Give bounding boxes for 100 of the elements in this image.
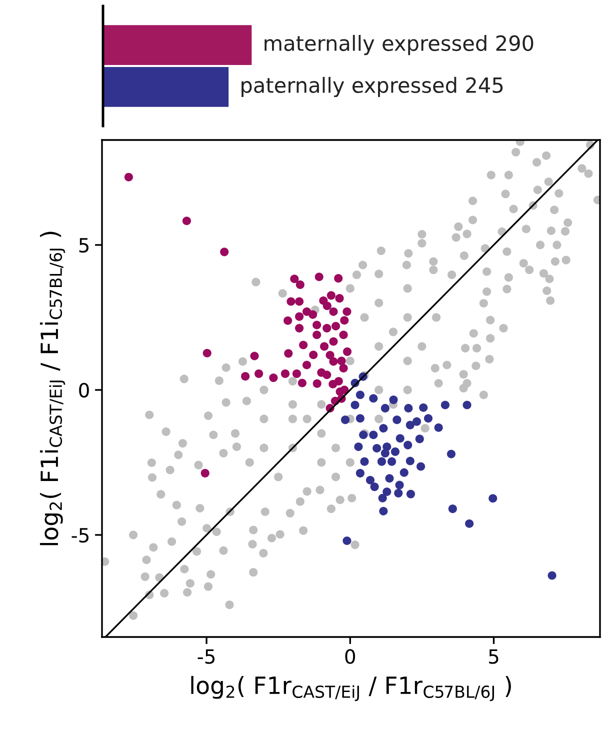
point: [322, 324, 332, 332]
point: [380, 404, 390, 412]
point: [299, 340, 308, 350]
point: [202, 348, 212, 358]
point: [406, 490, 416, 498]
point: [356, 390, 364, 400]
point: [342, 347, 352, 356]
point: [390, 447, 400, 456]
point: [360, 457, 369, 466]
point: [322, 302, 332, 310]
point: [354, 442, 363, 452]
point: [329, 337, 338, 346]
point: [312, 330, 322, 340]
point: [350, 400, 360, 410]
point: [406, 420, 414, 430]
point: [356, 468, 364, 478]
point: [332, 322, 340, 330]
point: [366, 476, 375, 484]
point: [292, 369, 301, 378]
point: [370, 482, 379, 492]
point: [406, 456, 414, 466]
point: [340, 416, 350, 424]
point: [382, 487, 392, 496]
point: [340, 386, 349, 394]
point: [254, 369, 264, 378]
point: [548, 571, 556, 580]
point: [308, 310, 318, 319]
y-axis-title: log$_{2}$( F1i$_{CAST/EiJ}$ / F1i$_{C57BL/6J}$ ): [40, 232, 66, 546]
point: [280, 369, 290, 378]
point: [465, 519, 474, 528]
x-tick-label: -5: [198, 649, 215, 664]
point: [250, 352, 259, 360]
point: [340, 316, 349, 325]
point: [424, 414, 433, 423]
point: [400, 468, 408, 477]
point: [326, 291, 336, 300]
point: [286, 297, 296, 306]
point: [434, 423, 443, 432]
point: [296, 280, 304, 289]
point: [329, 357, 338, 366]
point: [412, 417, 422, 426]
point: [378, 494, 387, 502]
point: [328, 380, 338, 388]
point: [404, 404, 413, 412]
point: [415, 434, 424, 444]
point: [317, 368, 326, 377]
point: [342, 307, 352, 316]
y-tick-label: 5: [79, 238, 88, 253]
point: [182, 216, 192, 226]
point: [385, 474, 394, 483]
point: [314, 272, 324, 282]
point: [419, 403, 428, 412]
point: [295, 324, 304, 332]
point: [416, 462, 426, 471]
point: [356, 414, 364, 423]
point: [295, 297, 304, 306]
point: [241, 372, 250, 381]
point: [395, 480, 404, 490]
point: [320, 342, 329, 351]
point: [396, 434, 404, 443]
point: [302, 360, 312, 370]
x-axis-title: log$_{2}$( F1r$_{CAST/EiJ}$ / F1r$_{C57BL/6J}$ ): [191, 676, 511, 702]
point: [312, 379, 322, 388]
point: [312, 320, 322, 330]
point: [382, 442, 392, 452]
point: [269, 373, 278, 382]
point: [295, 312, 304, 321]
point: [377, 457, 386, 466]
data-label: paternally expressed 245: [242, 76, 503, 98]
point: [284, 349, 293, 358]
point: [369, 430, 378, 440]
point: [440, 400, 450, 410]
point: [220, 248, 229, 256]
point: [337, 356, 346, 366]
y-tick-label: 0: [79, 382, 89, 398]
point: [372, 444, 382, 453]
point: [124, 172, 133, 182]
point: [392, 416, 402, 424]
data-label: maternally expressed 290: [264, 34, 534, 56]
point: [462, 400, 472, 410]
point: [284, 316, 292, 325]
y-tick-label: -5: [72, 528, 88, 543]
point: [339, 364, 348, 372]
point: [369, 394, 378, 403]
point: [394, 488, 403, 498]
point: [335, 294, 344, 303]
point: [488, 494, 498, 503]
point: [379, 506, 388, 516]
point: [379, 424, 388, 433]
point: [339, 330, 348, 340]
point: [389, 396, 398, 404]
point: [298, 378, 306, 388]
point: [329, 307, 338, 316]
point: [309, 350, 318, 360]
point: [334, 274, 343, 283]
point: [290, 274, 299, 284]
point: [326, 350, 334, 360]
point: [446, 450, 456, 458]
point: [200, 468, 210, 478]
x-tick-label: 5: [489, 649, 498, 664]
